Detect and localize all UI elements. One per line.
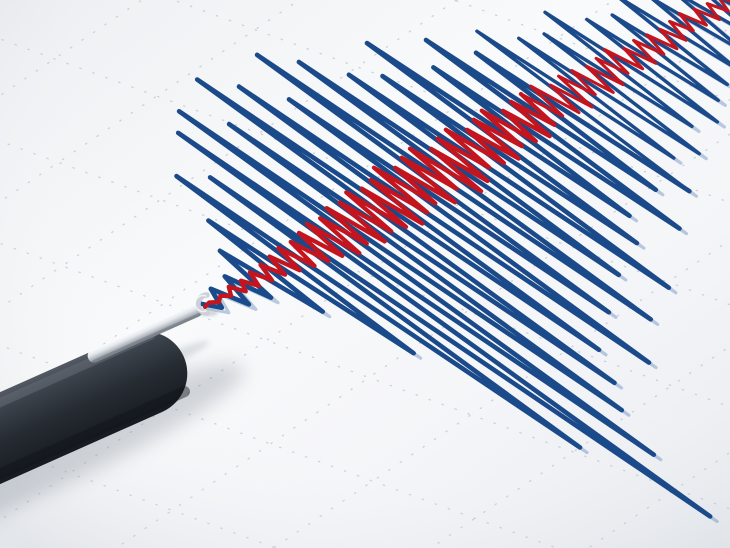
pen-tip-hook-highlight <box>194 294 207 313</box>
pen-body-underside <box>0 386 191 535</box>
pen-body-shape <box>0 331 188 530</box>
waveform-blue-near <box>174 37 713 519</box>
waveform-red-far <box>519 0 730 118</box>
pen-arm-rod <box>87 304 203 363</box>
pen-body-sheen <box>0 330 156 473</box>
pen-arm-edge <box>91 312 202 363</box>
waveform-red-near <box>202 91 557 310</box>
waveform <box>174 0 730 524</box>
waveform-blue-far <box>475 0 730 193</box>
pen-body <box>0 330 191 535</box>
pen-arm <box>87 304 203 363</box>
